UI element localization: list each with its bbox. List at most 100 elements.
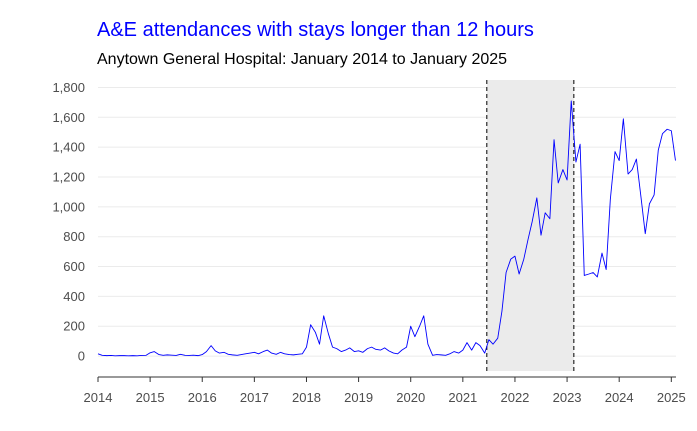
data-point	[605, 268, 608, 271]
data-point	[448, 352, 451, 355]
data-point	[370, 346, 373, 349]
data-point	[461, 349, 464, 352]
y-tick-label: 1,600	[52, 110, 85, 125]
data-point	[153, 350, 156, 353]
data-point	[627, 173, 630, 176]
series-line	[97, 100, 676, 357]
y-tick-label: 1,800	[52, 80, 85, 95]
data-point	[201, 353, 204, 356]
data-point	[114, 354, 117, 357]
data-point	[409, 325, 412, 328]
data-point	[570, 99, 573, 102]
data-point	[557, 181, 560, 184]
data-point	[439, 353, 442, 356]
data-point	[487, 338, 490, 341]
data-point	[609, 198, 612, 201]
data-point	[496, 337, 499, 340]
data-point	[309, 323, 312, 326]
data-point	[553, 138, 556, 141]
data-point	[262, 350, 265, 353]
data-point	[444, 354, 447, 357]
data-point	[210, 344, 213, 347]
data-point	[314, 331, 317, 334]
data-point	[292, 353, 295, 356]
series-layer	[97, 99, 677, 357]
data-point	[179, 353, 182, 356]
data-point	[288, 353, 291, 356]
data-point	[110, 354, 113, 357]
data-point	[322, 314, 325, 317]
y-tick-label: 1,000	[52, 199, 85, 214]
data-point	[566, 178, 569, 181]
data-point	[400, 349, 403, 352]
data-point	[214, 349, 217, 352]
data-point	[561, 168, 564, 171]
x-tick-label: 2023	[553, 390, 582, 405]
x-tick-label: 2017	[240, 390, 269, 405]
data-point	[374, 348, 377, 351]
data-point	[118, 354, 121, 357]
data-point	[366, 347, 369, 350]
data-point	[470, 349, 473, 352]
data-point	[283, 352, 286, 355]
data-point	[166, 353, 169, 356]
data-point	[348, 346, 351, 349]
gridlines	[98, 86, 676, 357]
data-point	[144, 354, 147, 357]
data-point	[522, 258, 525, 261]
y-tick-label: 0	[78, 349, 85, 364]
data-point	[483, 352, 486, 355]
data-point	[244, 352, 247, 355]
data-point	[249, 352, 252, 355]
y-tick-label: 1,200	[52, 170, 85, 185]
data-point	[131, 354, 134, 357]
data-point	[531, 220, 534, 223]
data-point	[387, 349, 390, 352]
data-point	[587, 273, 590, 276]
data-point	[457, 352, 460, 355]
x-tick-label: 2018	[292, 390, 321, 405]
y-tick-label: 1,400	[52, 140, 85, 155]
data-point	[361, 351, 364, 354]
data-point	[331, 346, 334, 349]
x-tick-label: 2019	[344, 390, 373, 405]
data-point	[540, 234, 543, 237]
data-point	[383, 346, 386, 349]
data-point	[275, 353, 278, 356]
data-point	[644, 232, 647, 235]
data-point	[296, 353, 299, 356]
data-point	[279, 351, 282, 354]
data-point	[188, 354, 191, 357]
data-point	[344, 349, 347, 352]
data-point	[631, 168, 634, 171]
data-point	[426, 343, 429, 346]
data-point	[136, 354, 139, 357]
data-point	[231, 353, 234, 356]
chart-subtitle: Anytown General Hospital: January 2014 t…	[97, 51, 508, 68]
data-point	[500, 310, 503, 313]
data-point	[474, 341, 477, 344]
data-point	[592, 271, 595, 274]
data-point	[574, 161, 577, 164]
data-point	[614, 150, 617, 153]
x-tick-label: 2016	[188, 390, 217, 405]
data-point	[162, 354, 165, 357]
data-point	[600, 252, 603, 255]
data-point	[479, 344, 482, 347]
data-point	[452, 350, 455, 353]
data-point	[513, 255, 516, 258]
data-point	[357, 349, 360, 352]
data-point	[640, 196, 643, 199]
data-point	[205, 350, 208, 353]
data-point	[622, 117, 625, 120]
y-tick-label: 200	[63, 319, 85, 334]
data-point	[392, 352, 395, 355]
data-point	[674, 159, 677, 162]
data-point	[270, 352, 273, 355]
data-point	[101, 354, 104, 357]
data-point	[548, 217, 551, 220]
data-point	[396, 352, 399, 355]
data-point	[335, 347, 338, 350]
data-point	[105, 354, 108, 357]
